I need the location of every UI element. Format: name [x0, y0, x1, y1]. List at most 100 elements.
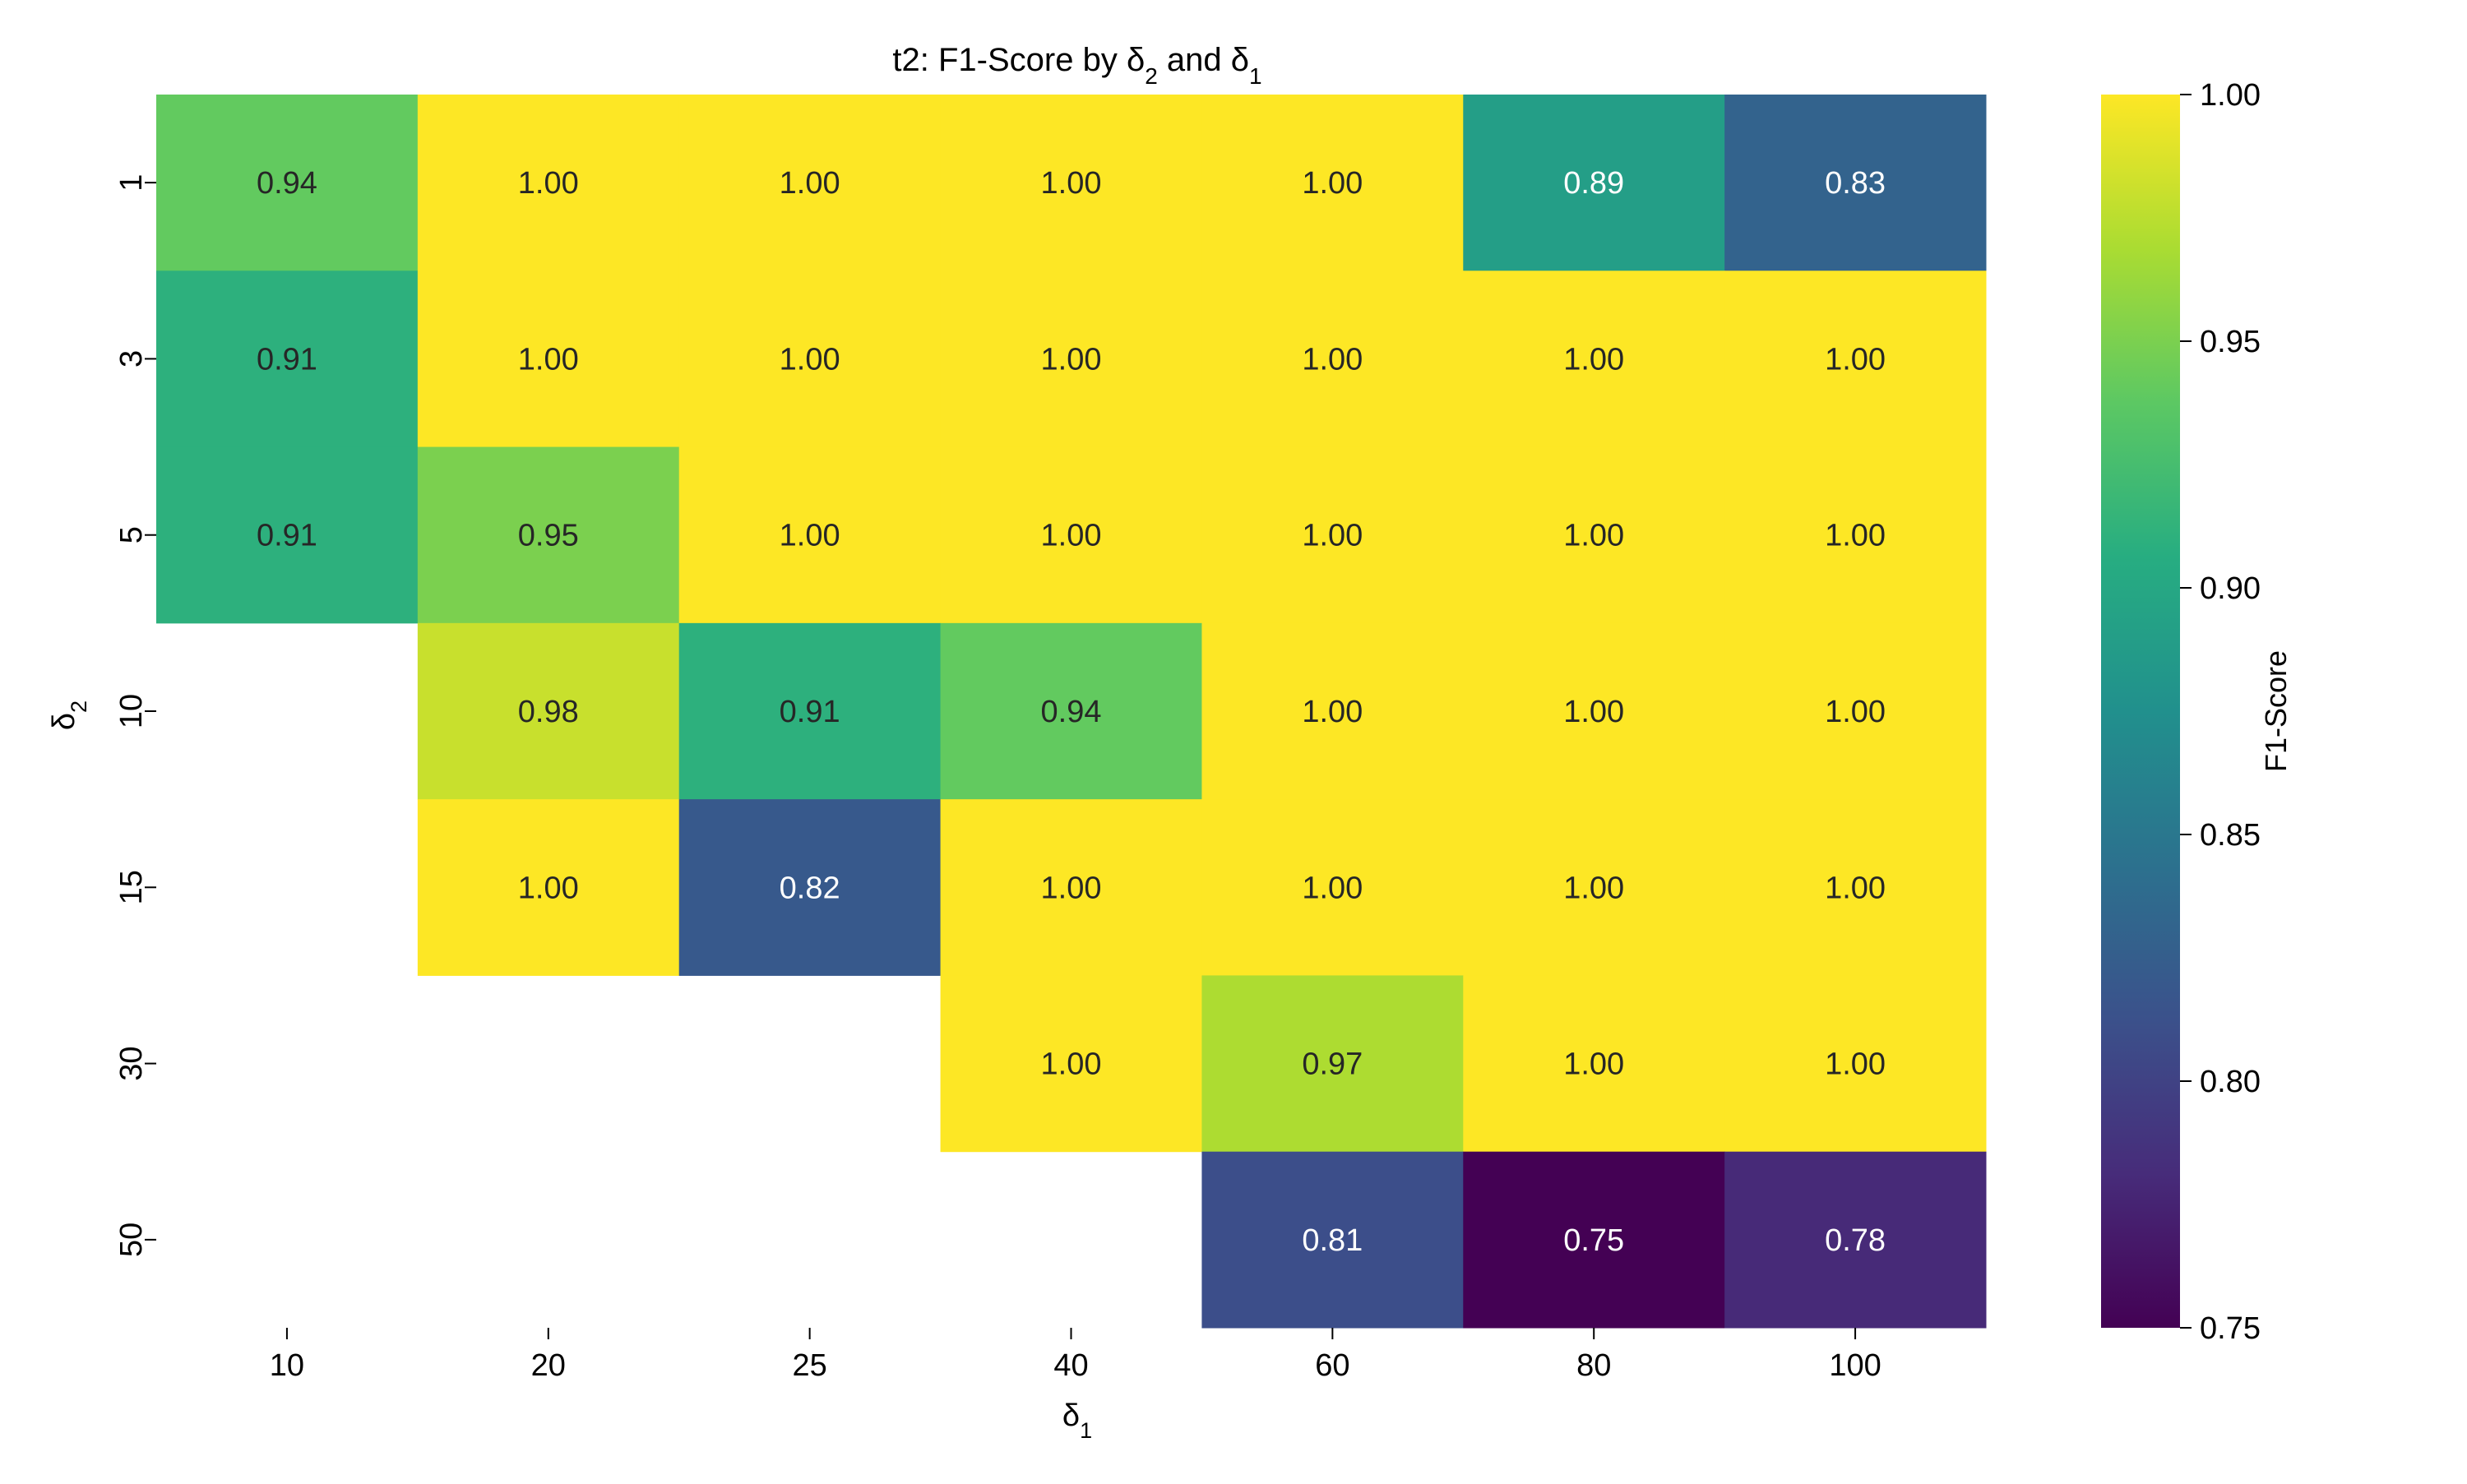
- x-axis-label-sub: 1: [1080, 1418, 1092, 1443]
- cell-value-label: 1.00: [1041, 871, 1102, 905]
- cell-value-label: 1.00: [518, 871, 579, 905]
- cell-value-label: 0.94: [257, 166, 317, 201]
- cell-value-label: 1.00: [1825, 1047, 1886, 1082]
- y-axis: 1 3 5 10 15 30 50: [114, 174, 156, 1257]
- heatmap-cell: [940, 270, 1202, 448]
- chart-title-middle: and δ: [1158, 42, 1249, 78]
- cell-value-label: 1.00: [1563, 1047, 1624, 1082]
- heatmap-cells: [156, 95, 1987, 1329]
- heatmap-cell: [940, 95, 1202, 271]
- heatmap-cell: [1201, 95, 1464, 271]
- cell-value-label: 1.00: [1563, 342, 1624, 377]
- cell-value-label: 1.00: [1041, 519, 1102, 553]
- heatmap-cell: [1463, 95, 1725, 271]
- y-tick-label: 10: [114, 694, 149, 728]
- heatmap-cell: [417, 446, 680, 624]
- heatmap-cell: [678, 799, 942, 976]
- heatmap-cell: [1201, 799, 1464, 976]
- x-tick-label: 10: [270, 1348, 304, 1383]
- heatmap-cell: [1463, 622, 1725, 800]
- heatmap-cell: [1724, 446, 1987, 624]
- cell-value-label: 1.00: [1302, 519, 1363, 553]
- cell-value-label: 1.00: [1825, 695, 1886, 729]
- heatmap-cell: [417, 270, 680, 448]
- x-axis: 10 20 25 40 60 80 100: [270, 1328, 1881, 1383]
- cell-value-label: 0.83: [1825, 166, 1886, 201]
- x-tick-label: 25: [793, 1348, 827, 1383]
- x-tick-label: 40: [1053, 1348, 1088, 1383]
- colorbar-tick-label: 1.00: [2200, 78, 2261, 113]
- heatmap-cell: [1463, 270, 1725, 448]
- cell-value-label: 1.00: [1302, 695, 1363, 729]
- colorbar-tick-label: 0.95: [2200, 325, 2261, 359]
- cell-value-label: 1.00: [1041, 1047, 1102, 1082]
- cell-value-label: 0.98: [518, 695, 579, 729]
- cell-value-label: 0.91: [257, 342, 317, 377]
- x-axis-label-main: δ: [1062, 1398, 1080, 1433]
- cell-value-label: 0.97: [1302, 1047, 1363, 1082]
- cell-value-label: 0.89: [1563, 166, 1624, 201]
- cell-value-label: 1.00: [1563, 519, 1624, 553]
- cell-value-label: 1.00: [1563, 871, 1624, 905]
- colorbar: [2101, 95, 2180, 1328]
- cell-value-label: 1.00: [518, 166, 579, 201]
- heatmap-cell: [156, 270, 419, 448]
- heatmap-cell: [1201, 1151, 1464, 1329]
- x-tick-label: 20: [531, 1348, 566, 1383]
- heatmap-cell: [417, 799, 680, 976]
- cell-value-label: 0.81: [1302, 1223, 1363, 1258]
- y-tick-label: 50: [114, 1223, 149, 1257]
- cell-value-label: 0.95: [518, 519, 579, 553]
- cell-value-label: 1.00: [1041, 166, 1102, 201]
- cell-value-label: 1.00: [518, 342, 579, 377]
- heatmap-cell: [1201, 622, 1464, 800]
- heatmap-cell: [1724, 1151, 1987, 1329]
- cell-value-label: 1.00: [1302, 166, 1363, 201]
- chart-title: t2: F1-Score by δ2 and δ1: [892, 42, 1261, 89]
- heatmap-cell: [678, 622, 942, 800]
- cell-value-label: 1.00: [780, 342, 840, 377]
- colorbar-tick-label: 0.85: [2200, 818, 2261, 853]
- heatmap-cell: [1463, 1151, 1725, 1329]
- colorbar-label: F1-Score: [2259, 650, 2293, 772]
- cell-value-label: 1.00: [1825, 342, 1886, 377]
- heatmap-cell: [1201, 446, 1464, 624]
- chart-title-prefix: t2: F1-Score by δ: [892, 42, 1145, 78]
- heatmap-cell: [1463, 799, 1725, 976]
- cell-value-label: 0.75: [1563, 1223, 1624, 1258]
- cell-value-label: 0.82: [780, 871, 840, 905]
- y-tick-label: 1: [114, 174, 149, 192]
- y-axis-label: δ2: [47, 700, 91, 730]
- heatmap-cell: [1201, 270, 1464, 448]
- cell-value-label: 1.00: [1825, 871, 1886, 905]
- y-tick-label: 5: [114, 526, 149, 543]
- cell-value-label: 0.91: [780, 695, 840, 729]
- chart-title-sub-a: 2: [1145, 63, 1158, 89]
- x-tick-label: 60: [1315, 1348, 1349, 1383]
- cell-value-label: 1.00: [780, 166, 840, 201]
- heatmap-cell: [1463, 446, 1725, 624]
- y-tick-label: 30: [114, 1046, 149, 1080]
- heatmap-cell: [1724, 270, 1987, 448]
- cell-value-label: 1.00: [1041, 342, 1102, 377]
- colorbar-tick-label: 0.80: [2200, 1065, 2261, 1099]
- heatmap-cell: [156, 95, 419, 271]
- x-tick-label: 100: [1829, 1348, 1881, 1383]
- cell-value-label: 1.00: [1302, 342, 1363, 377]
- heatmap-cell: [1724, 622, 1987, 800]
- heatmap-cell: [1724, 95, 1987, 271]
- heatmap-cell: [940, 446, 1202, 624]
- cell-value-label: 1.00: [1825, 519, 1886, 553]
- heatmap-cell: [1724, 799, 1987, 976]
- y-tick-label: 3: [114, 350, 149, 368]
- heatmap-cell: [417, 622, 680, 800]
- heatmap-cell: [156, 446, 419, 624]
- y-axis-label-sub: 2: [67, 700, 91, 713]
- cell-value-label: 1.00: [780, 519, 840, 553]
- cell-value-label: 1.00: [1302, 871, 1363, 905]
- cell-value-label: 0.94: [1041, 695, 1102, 729]
- heatmap-cell: [678, 95, 942, 271]
- x-tick-label: 80: [1576, 1348, 1611, 1383]
- heatmap-cell: [678, 270, 942, 448]
- heatmap-cell: [678, 446, 942, 624]
